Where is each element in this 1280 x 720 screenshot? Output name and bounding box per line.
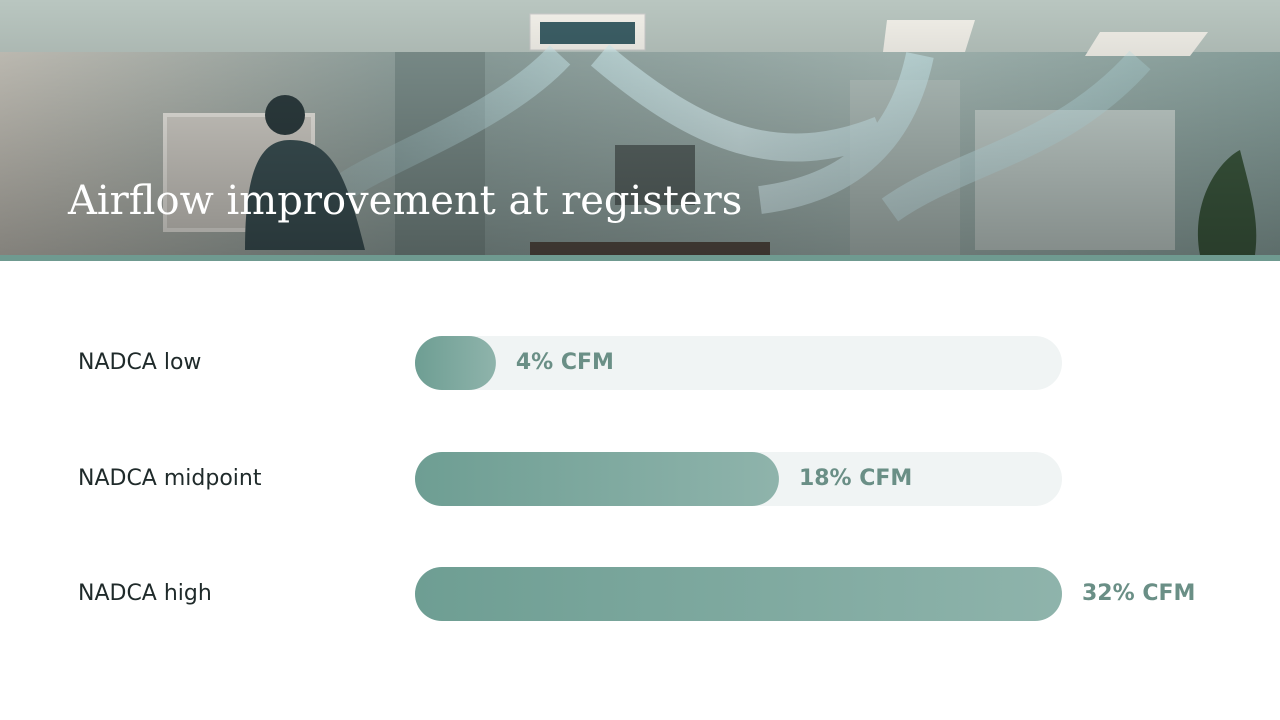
category-label: NADCA midpoint	[78, 466, 262, 491]
value-label: 18% CFM	[799, 466, 912, 491]
value-label: 32% CFM	[1082, 581, 1195, 606]
header-banner	[0, 0, 1280, 261]
category-label: NADCA high	[78, 581, 212, 606]
bar	[415, 452, 779, 506]
category-label: NADCA low	[78, 350, 201, 375]
chart-title: Airflow improvement at registers	[67, 178, 742, 224]
bar	[415, 336, 496, 390]
value-label: 4% CFM	[516, 350, 614, 375]
bar	[415, 567, 1062, 621]
bar-track	[415, 336, 1062, 390]
